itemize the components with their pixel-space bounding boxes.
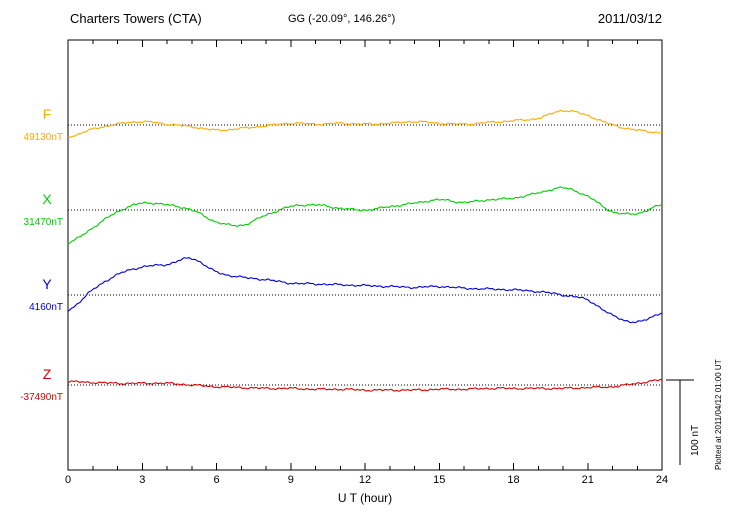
x-tick-label: 6: [213, 474, 220, 486]
component-label-Z: Z: [42, 366, 52, 382]
x-tick-label: 0: [64, 474, 72, 486]
series-F-line: [67, 109, 662, 139]
component-baseline-Y: 4160nT: [29, 302, 63, 313]
station-coordinates: GG (-20.09°, 146.26°): [288, 13, 396, 25]
plotted-at-note: Plotted at 2011/04/12 01:00 UT: [714, 359, 723, 470]
component-label-X: X: [42, 191, 52, 207]
x-tick-label: 18: [507, 474, 520, 486]
x-tick-label: 9: [287, 474, 294, 486]
x-tick-label: 24: [655, 474, 669, 486]
plot-date: 2011/03/12: [597, 11, 662, 26]
series-X-line: [67, 186, 663, 245]
scale-bar-label: 100 nT: [690, 424, 701, 456]
component-label-F: F: [42, 106, 52, 122]
x-tick-label: 3: [139, 474, 146, 486]
series-Z-line: [67, 378, 663, 392]
x-axis-label: U T (hour): [337, 491, 393, 505]
component-baseline-Z: -37490nT: [20, 392, 63, 403]
x-tick-label: 15: [433, 474, 446, 486]
x-tick-label: 12: [358, 474, 372, 486]
plot-frame: [67, 39, 663, 471]
station-title: Charters Towers (CTA): [70, 11, 202, 26]
series-Y-line: [67, 257, 663, 324]
x-tick-label: 21: [581, 474, 594, 486]
component-baseline-X: 31470nT: [23, 217, 63, 228]
component-label-Y: Y: [42, 276, 52, 292]
component-baseline-F: 49130nT: [23, 132, 63, 143]
